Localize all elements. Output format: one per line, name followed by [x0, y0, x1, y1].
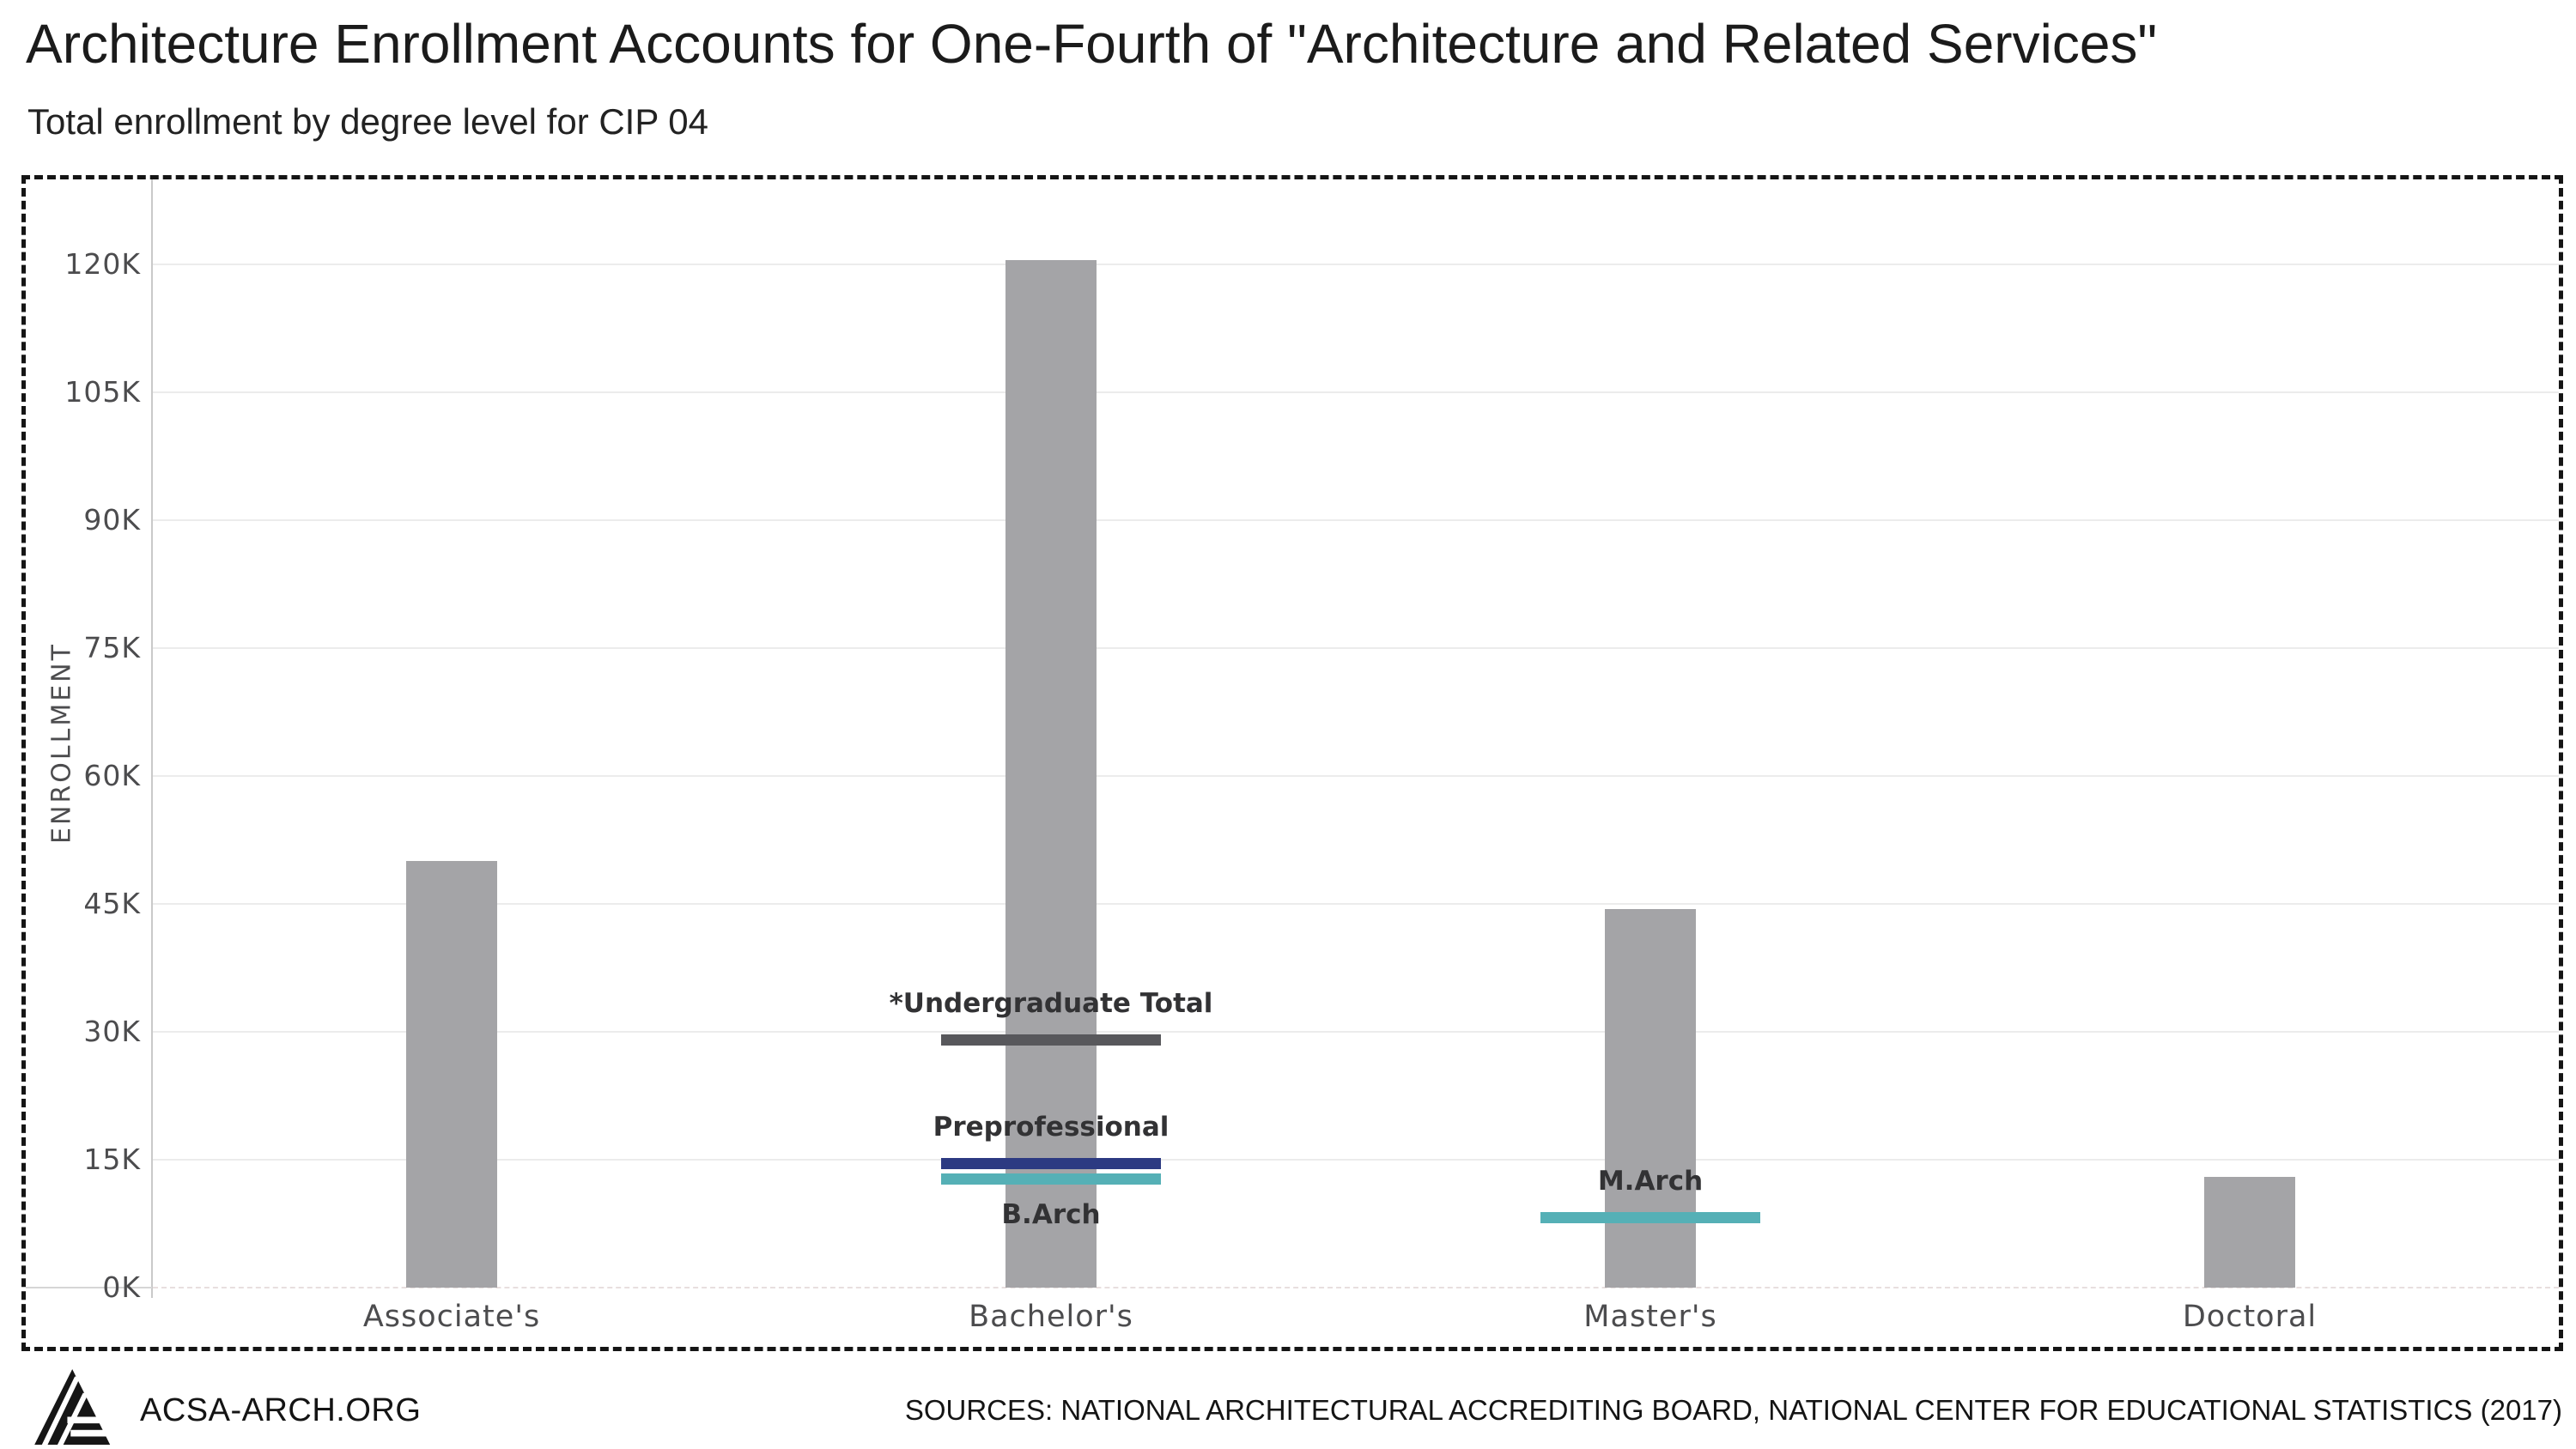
footer-sources-text: SOURCES: NATIONAL ARCHITECTURAL ACCREDIT…: [904, 1394, 2562, 1426]
page-title: Architecture Enrollment Accounts for One…: [26, 13, 2158, 75]
page-subtitle: Total enrollment by degree level for CIP…: [27, 101, 708, 142]
footer-org-text: ACSA-ARCH.ORG: [140, 1392, 422, 1428]
acsa-logo: [34, 1369, 120, 1449]
chart-frame: [21, 175, 2563, 1351]
